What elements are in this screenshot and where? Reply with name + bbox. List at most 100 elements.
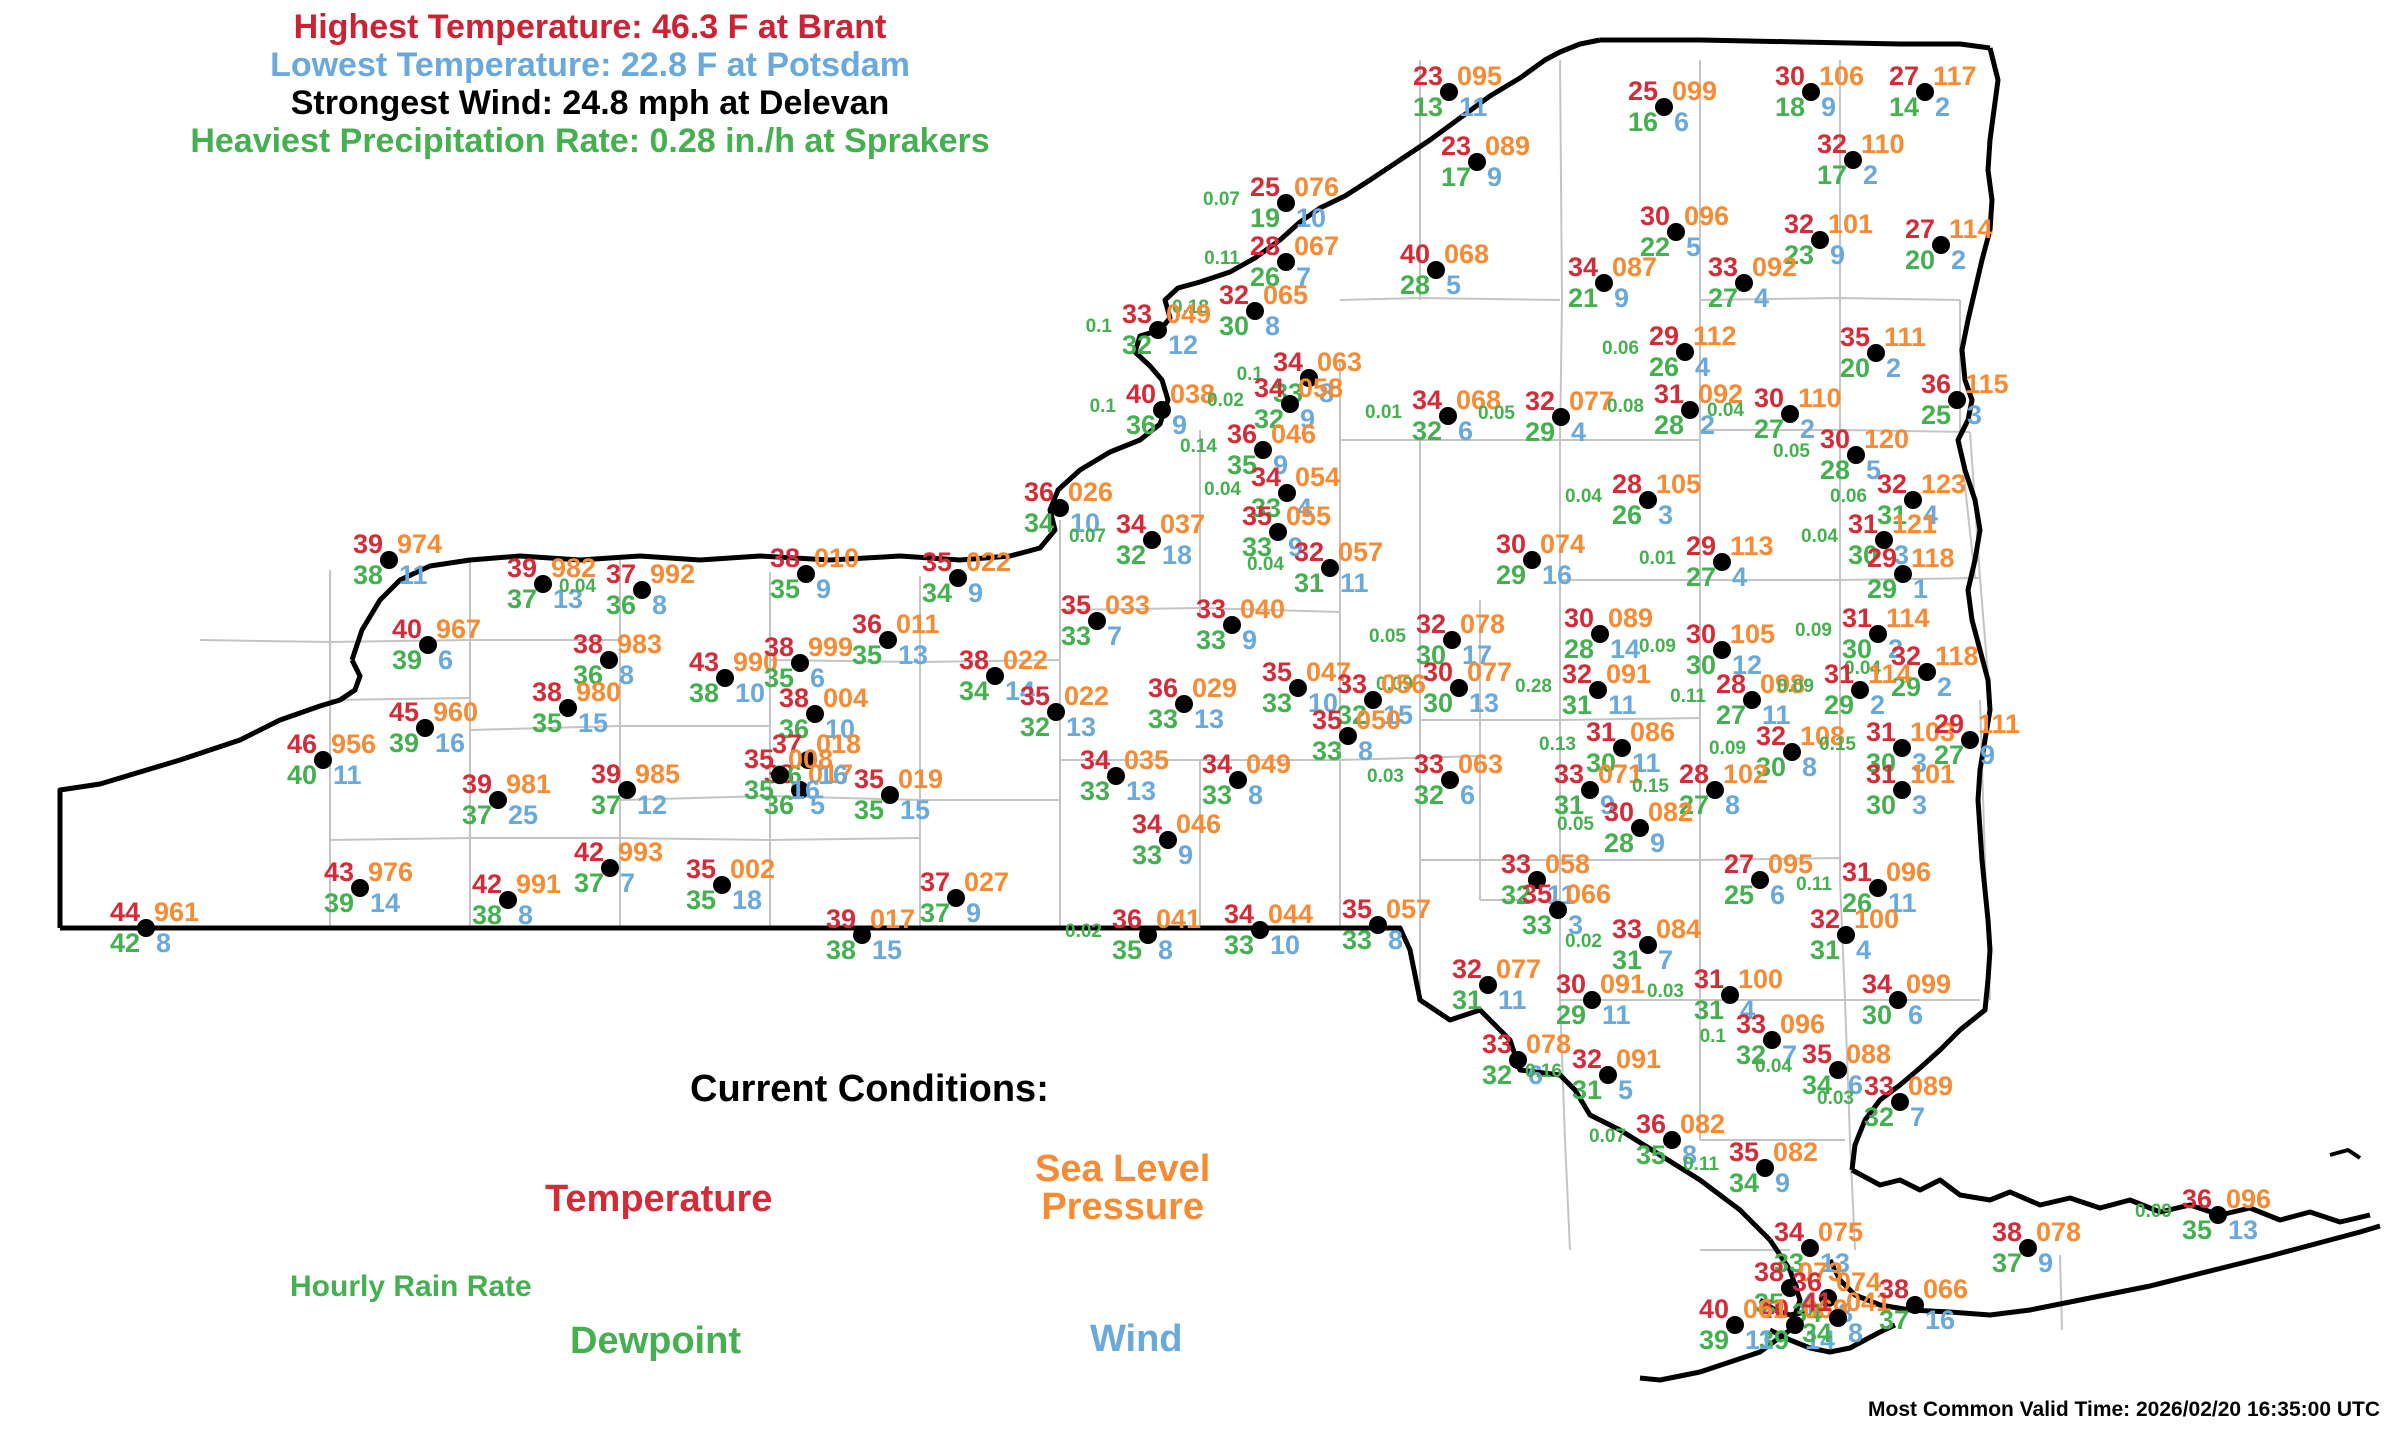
station-marker-dot <box>1149 321 1167 339</box>
station-temperature: 33 <box>1413 749 1444 779</box>
station-temperature: 29 <box>1648 321 1679 351</box>
station-dewpoint: 37 <box>506 584 537 614</box>
station-wind: 5 <box>1618 1075 1634 1105</box>
station-pressure: 991 <box>516 869 562 899</box>
station-pressure: 101 <box>1828 209 1874 239</box>
station-wind: 2 <box>1951 245 1967 275</box>
station-dewpoint: 27 <box>1715 700 1746 730</box>
station-temperature: 35 <box>1261 657 1292 687</box>
station-dewpoint: 39 <box>1698 1325 1729 1355</box>
station-dewpoint: 32 <box>1121 330 1152 360</box>
station-marker-dot <box>1175 695 1193 713</box>
heaviest-precip-line: Heaviest Precipitation Rate: 0.28 in./h … <box>190 122 990 161</box>
station-dewpoint: 27 <box>1753 414 1784 444</box>
station-wind: 11 <box>1602 1000 1631 1030</box>
station-marker-dot <box>1713 641 1731 659</box>
station-wind: 8 <box>518 900 534 930</box>
station-pressure: 058 <box>1298 373 1344 403</box>
station-dewpoint: 32 <box>1863 1102 1894 1132</box>
station-pressure: 976 <box>368 857 414 887</box>
station-wind: 4 <box>1754 283 1770 313</box>
station-pressure: 096 <box>1780 1009 1826 1039</box>
station-dewpoint: 37 <box>573 868 604 898</box>
station-wind: 9 <box>1600 790 1616 820</box>
station-pressure: 057 <box>1386 894 1432 924</box>
station-temperature: 32 <box>1755 721 1786 751</box>
station-dewpoint: 22 <box>1639 232 1670 262</box>
station-pressure: 089 <box>1608 603 1654 633</box>
station-wind: 9 <box>1650 828 1666 858</box>
station-pressure: 049 <box>1246 749 1292 779</box>
station-wind: 17 <box>1462 640 1493 670</box>
station-temperature: 35 <box>685 854 716 884</box>
station-marker-dot <box>1441 771 1459 789</box>
station-marker-dot <box>1549 901 1567 919</box>
station-pressure: 010 <box>814 543 860 573</box>
station-temperature: 27 <box>1888 61 1919 91</box>
legend-temperature: Temperature <box>545 1178 773 1220</box>
station-pressure: 089 <box>1908 1071 1954 1101</box>
station-marker-dot <box>1599 1066 1617 1084</box>
station-marker-dot <box>1552 408 1570 426</box>
station-temperature: 36 <box>1920 369 1951 399</box>
station-pressure: 123 <box>1921 469 1967 499</box>
station-wind: 6 <box>1908 1000 1924 1030</box>
station-rain-rate: 0.04 <box>1204 479 1241 500</box>
station-pressure: 017 <box>808 759 854 789</box>
station-pressure: 027 <box>964 867 1010 897</box>
station-pressure: 118 <box>1935 641 1979 671</box>
station-marker-dot <box>799 751 817 769</box>
station-marker-dot <box>1159 831 1177 849</box>
station-pressure: 046 <box>1271 419 1317 449</box>
station-dewpoint: 30 <box>1841 634 1872 664</box>
station-pressure: 092 <box>1752 252 1798 282</box>
station-temperature: 35 <box>853 764 884 794</box>
station-pressure: 054 <box>1295 462 1341 492</box>
station-wind: 10 <box>735 678 766 708</box>
station-marker-dot <box>1844 151 1862 169</box>
station-wind: 8 <box>156 928 172 958</box>
station-rain-rate: 0.1 <box>1699 1026 1726 1047</box>
station-dewpoint: 31 <box>1809 935 1840 965</box>
station-dewpoint: 26 <box>1249 262 1280 292</box>
station-wind: 8 <box>1319 378 1335 408</box>
station-temperature: 40 <box>1399 239 1430 269</box>
station-temperature: 31 <box>1865 759 1896 789</box>
station-rain-rate: 0.05 <box>1369 626 1406 647</box>
station-pressure: 068 <box>1456 385 1502 415</box>
station-dewpoint: 25 <box>1723 880 1754 910</box>
station-wind: 10 <box>1308 688 1339 718</box>
station-marker-dot <box>1107 767 1125 785</box>
station-pressure: 029 <box>1192 673 1238 703</box>
station-marker-dot <box>1735 274 1753 292</box>
station-dewpoint: 38 <box>688 678 719 708</box>
station-marker-dot <box>1479 976 1497 994</box>
station-pressure: 113 <box>1730 531 1774 561</box>
station-dewpoint: 16 <box>1627 107 1658 137</box>
station-rain-rate: 0.07 <box>1069 526 1106 547</box>
station-pressure: 077 <box>1496 954 1542 984</box>
station-temperature: 25 <box>1627 76 1658 106</box>
station-temperature: 36 <box>851 609 882 639</box>
station-marker-dot <box>2209 1206 2227 1224</box>
station-dewpoint: 27 <box>1707 283 1738 313</box>
station-dewpoint: 30 <box>1422 688 1453 718</box>
station-marker-dot <box>1278 484 1296 502</box>
station-wind: 4 <box>1297 493 1313 523</box>
station-temperature: 37 <box>771 729 802 759</box>
station-temperature: 39 <box>590 759 621 789</box>
station-pressure: 046 <box>1176 809 1222 839</box>
station-temperature: 43 <box>323 857 354 887</box>
station-dewpoint: 35 <box>531 708 562 738</box>
station-marker-dot <box>1706 781 1724 799</box>
station-wind: 2 <box>1700 410 1716 440</box>
station-marker-dot <box>1869 625 1887 643</box>
station-wind: 9 <box>1300 404 1316 434</box>
station-rain-rate: 0.18 <box>1172 297 1209 318</box>
station-rain-rate: 0.04 <box>1755 1056 1792 1077</box>
station-dewpoint: 35 <box>1635 1140 1666 1170</box>
station-temperature: 28 <box>1678 759 1709 789</box>
station-wind: 6 <box>1528 1060 1544 1090</box>
station-marker-dot <box>1509 1051 1527 1069</box>
station-dewpoint: 36 <box>605 590 636 620</box>
